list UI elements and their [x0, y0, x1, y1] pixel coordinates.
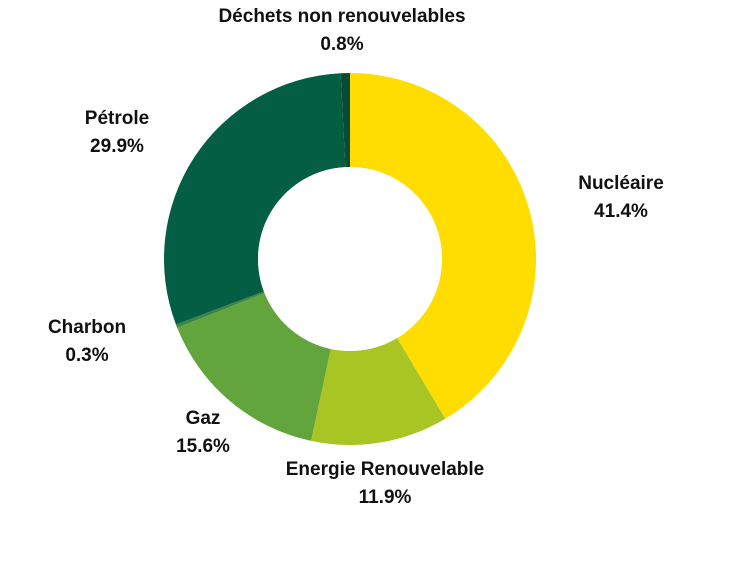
slice-name: Gaz — [185, 408, 221, 429]
slice-value: 41.4% — [594, 201, 648, 222]
slice-label-charbon: Charbon 0.3% — [48, 314, 126, 370]
slice-label-dechets-non-renouvelables: Déchets non renouvelables 0.8% — [218, 3, 465, 59]
slice-nucleaire — [350, 73, 536, 419]
slice-name: Charbon — [47, 317, 127, 338]
slice-name: Nucléaire — [578, 173, 664, 194]
slices-group — [164, 73, 536, 445]
donut-hole — [258, 167, 442, 351]
slice-name: Energie Renouvelable — [285, 459, 485, 480]
slice-value: 29.9% — [90, 136, 144, 157]
slice-label-petrole: Pétrole 29.9% — [85, 105, 149, 161]
slice-label-gaz: Gaz 15.6% — [176, 405, 230, 461]
slice-label-energie-renouvelable: Energie Renouvelable 11.9% — [286, 456, 485, 512]
slice-label-nucleaire: Nucléaire 41.4% — [578, 170, 664, 226]
slice-value: 0.3% — [65, 345, 109, 366]
slice-value: 11.9% — [358, 487, 412, 508]
slice-name: Déchets non renouvelables — [218, 6, 466, 27]
slice-charbon — [175, 291, 265, 328]
slice-gaz — [177, 293, 331, 441]
slice-energie-renouvelable — [311, 338, 446, 445]
slice-name: Pétrole — [84, 108, 150, 129]
slice-petrole — [164, 73, 346, 325]
slice-dechets-non-renouvelables — [340, 73, 350, 168]
slice-value: 0.8% — [320, 34, 364, 55]
slice-value: 15.6% — [176, 436, 230, 457]
